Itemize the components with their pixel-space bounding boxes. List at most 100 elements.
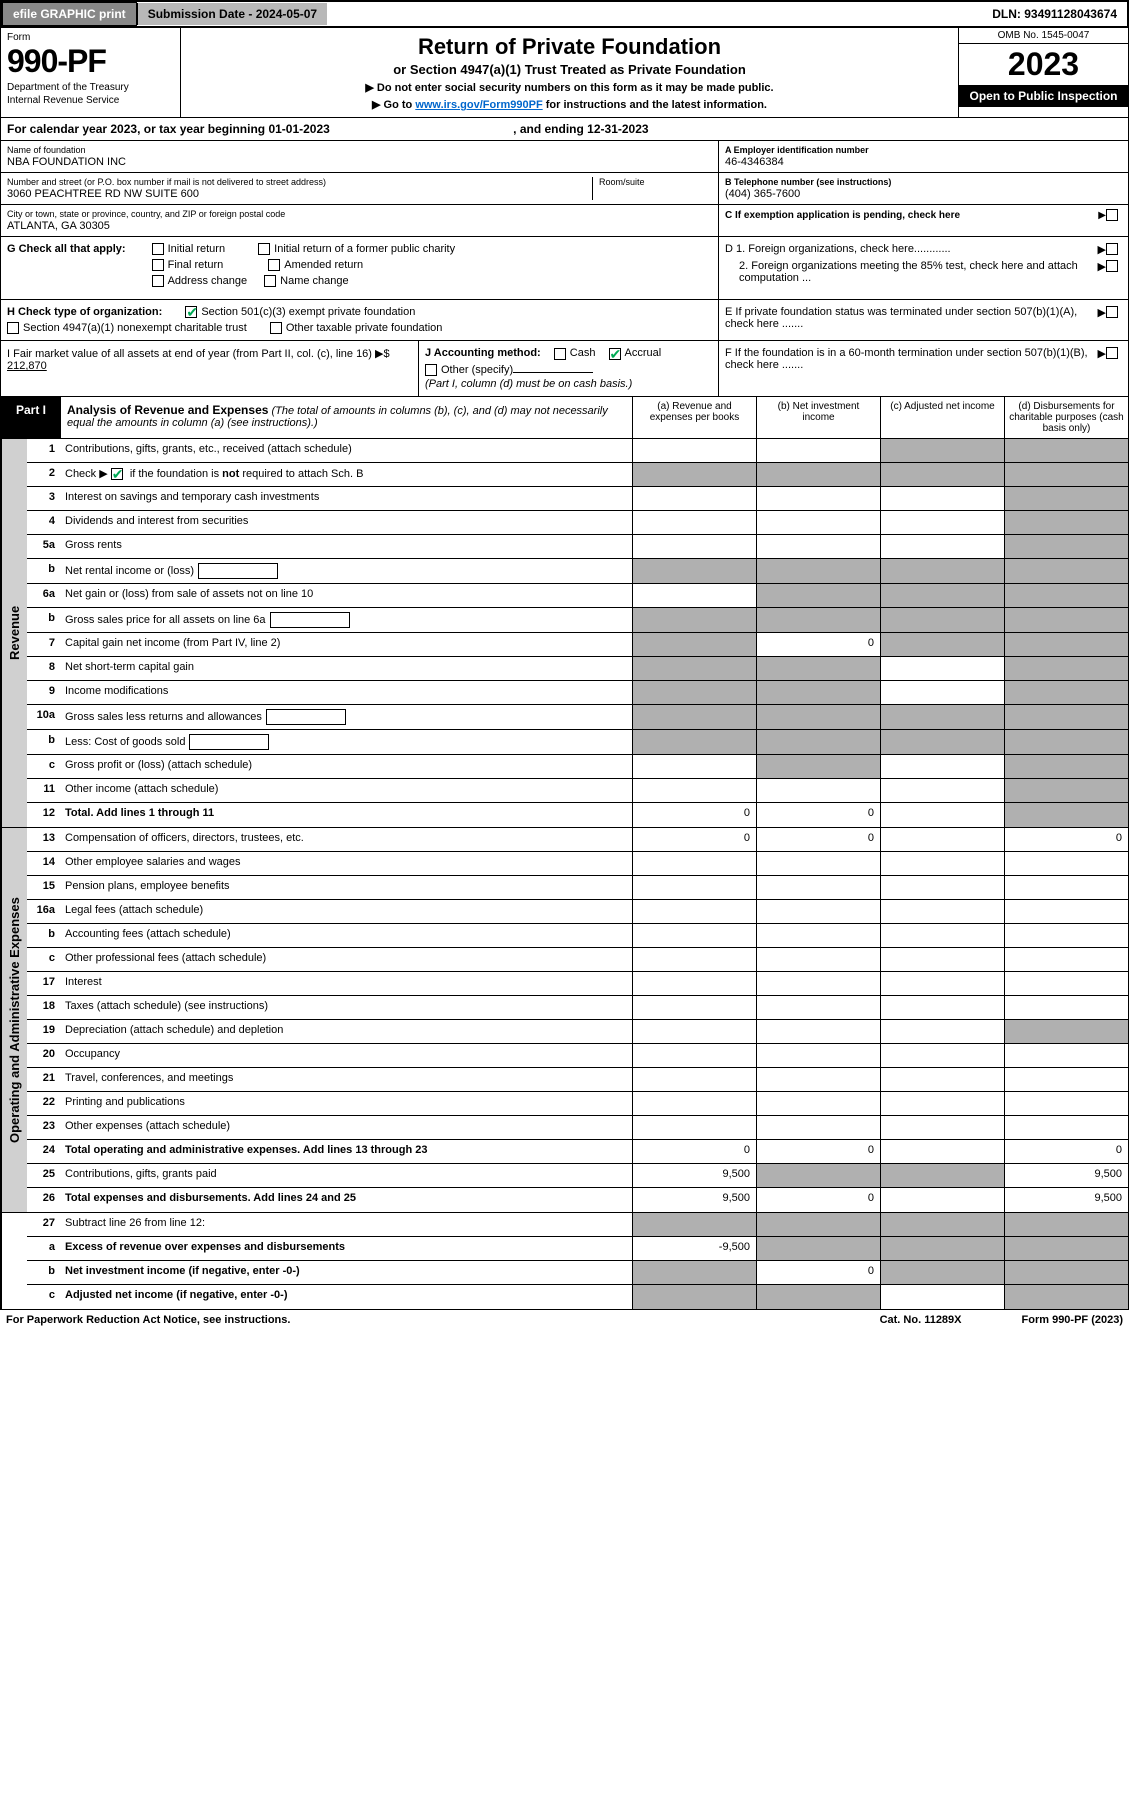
table-row: 5aGross rents: [27, 535, 1128, 559]
form-label: Form: [7, 32, 174, 43]
table-row: 7Capital gain net income (from Part IV, …: [27, 633, 1128, 657]
revenue-section: Revenue 1Contributions, gifts, grants, e…: [0, 439, 1129, 828]
efile-print-button[interactable]: efile GRAPHIC print: [2, 2, 137, 26]
expenses-side-label: Operating and Administrative Expenses: [1, 828, 27, 1212]
info-block: Name of foundation NBA FOUNDATION INC Nu…: [0, 141, 1129, 237]
table-row: 18Taxes (attach schedule) (see instructi…: [27, 996, 1128, 1020]
ssn-note: ▶ Do not enter social security numbers o…: [187, 81, 952, 94]
part1-header: Part I Analysis of Revenue and Expenses …: [0, 397, 1129, 439]
table-row: aExcess of revenue over expenses and dis…: [27, 1237, 1128, 1261]
table-row: 11Other income (attach schedule): [27, 779, 1128, 803]
initial-former-cb[interactable]: [258, 243, 270, 255]
table-row: 13Compensation of officers, directors, t…: [27, 828, 1128, 852]
address-label: Number and street (or P.O. box number if…: [7, 177, 592, 187]
revenue-side-label: Revenue: [1, 439, 27, 827]
accrual-cb[interactable]: [609, 348, 621, 360]
other-method-cb[interactable]: [425, 364, 437, 376]
f-cb[interactable]: [1106, 347, 1118, 359]
e-label: E If private foundation status was termi…: [725, 306, 1098, 334]
irs-link[interactable]: www.irs.gov/Form990PF: [415, 99, 542, 111]
table-row: bLess: Cost of goods sold: [27, 730, 1128, 755]
address-change-cb[interactable]: [152, 275, 164, 287]
table-row: bNet rental income or (loss): [27, 559, 1128, 584]
table-row: 24Total operating and administrative exp…: [27, 1140, 1128, 1164]
table-row: 23Other expenses (attach schedule): [27, 1116, 1128, 1140]
omb-number: OMB No. 1545-0047: [959, 28, 1128, 44]
phone: (404) 365-7600: [725, 188, 1122, 200]
amended-cb[interactable]: [268, 259, 280, 271]
submission-date: Submission Date - 2024-05-07: [137, 3, 327, 25]
exemption-pending-label: C If exemption application is pending, c…: [725, 210, 1098, 221]
table-row: 19Depreciation (attach schedule) and dep…: [27, 1020, 1128, 1044]
form-subtitle: or Section 4947(a)(1) Trust Treated as P…: [187, 62, 952, 77]
table-row: 21Travel, conferences, and meetings: [27, 1068, 1128, 1092]
table-row: cAdjusted net income (if negative, enter…: [27, 1285, 1128, 1309]
name-change-cb[interactable]: [264, 275, 276, 287]
form-title: Return of Private Foundation: [187, 34, 952, 60]
table-row: 12Total. Add lines 1 through 1100: [27, 803, 1128, 827]
initial-return-cb[interactable]: [152, 243, 164, 255]
final-return-cb[interactable]: [152, 259, 164, 271]
table-row: 20Occupancy: [27, 1044, 1128, 1068]
foundation-name-label: Name of foundation: [7, 145, 712, 155]
table-row: bGross sales price for all assets on lin…: [27, 608, 1128, 633]
table-row: 10aGross sales less returns and allowanc…: [27, 705, 1128, 730]
j-note: (Part I, column (d) must be on cash basi…: [425, 378, 712, 390]
501c3-cb[interactable]: [185, 306, 197, 318]
e-cb[interactable]: [1106, 306, 1118, 318]
j-label: J Accounting method:: [425, 347, 541, 359]
form-header: Form 990-PF Department of the Treasury I…: [0, 28, 1129, 118]
i-value: 212,870: [7, 360, 47, 372]
table-row: 9Income modifications: [27, 681, 1128, 705]
irs-label: Internal Revenue Service: [7, 95, 174, 106]
table-row: 1Contributions, gifts, grants, etc., rec…: [27, 439, 1128, 463]
4947-cb[interactable]: [7, 322, 19, 334]
table-row: 17Interest: [27, 972, 1128, 996]
open-to-public: Open to Public Inspection: [959, 85, 1128, 107]
table-row: 15Pension plans, employee benefits: [27, 876, 1128, 900]
city: ATLANTA, GA 30305: [7, 220, 712, 232]
foundation-name: NBA FOUNDATION INC: [7, 156, 712, 168]
table-row: 2Check ▶ if the foundation is not requir…: [27, 463, 1128, 487]
d1-cb[interactable]: [1106, 243, 1118, 255]
exemption-pending-checkbox[interactable]: [1106, 209, 1118, 221]
i-label: I Fair market value of all assets at end…: [7, 348, 390, 360]
table-row: 16aLegal fees (attach schedule): [27, 900, 1128, 924]
ein-label: A Employer identification number: [725, 145, 1122, 155]
d1-label: D 1. Foreign organizations, check here..…: [725, 243, 1098, 256]
table-row: bNet investment income (if negative, ent…: [27, 1261, 1128, 1285]
table-row: 3Interest on savings and temporary cash …: [27, 487, 1128, 511]
cat-no: Cat. No. 11289X: [880, 1314, 962, 1326]
part1-label: Part I: [1, 397, 61, 438]
g-d-block: G Check all that apply: Initial return I…: [0, 237, 1129, 300]
table-row: cGross profit or (loss) (attach schedule…: [27, 755, 1128, 779]
f-label: F If the foundation is in a 60-month ter…: [725, 347, 1098, 389]
city-label: City or town, state or province, country…: [7, 209, 712, 219]
h-label: H Check type of organization:: [7, 306, 162, 318]
col-d-header: (d) Disbursements for charitable purpose…: [1004, 397, 1128, 438]
table-row: 4Dividends and interest from securities: [27, 511, 1128, 535]
dept-treasury: Department of the Treasury: [7, 82, 174, 93]
net-section: 27Subtract line 26 from line 12:aExcess …: [0, 1213, 1129, 1310]
goto-note: ▶ Go to www.irs.gov/Form990PF for instru…: [187, 98, 952, 111]
tax-year: 2023: [959, 44, 1128, 85]
dln: DLN: 93491128043674: [982, 3, 1127, 25]
d2-cb[interactable]: [1106, 260, 1118, 272]
table-row: 27Subtract line 26 from line 12:: [27, 1213, 1128, 1237]
top-bar: efile GRAPHIC print Submission Date - 20…: [0, 0, 1129, 28]
i-j-f-block: I Fair market value of all assets at end…: [0, 341, 1129, 396]
footer: For Paperwork Reduction Act Notice, see …: [0, 1310, 1129, 1330]
expenses-section: Operating and Administrative Expenses 13…: [0, 828, 1129, 1213]
table-row: 8Net short-term capital gain: [27, 657, 1128, 681]
table-row: 25Contributions, gifts, grants paid9,500…: [27, 1164, 1128, 1188]
table-row: 22Printing and publications: [27, 1092, 1128, 1116]
form-number: 990-PF: [7, 43, 174, 80]
col-a-header: (a) Revenue and expenses per books: [632, 397, 756, 438]
other-taxable-cb[interactable]: [270, 322, 282, 334]
d2-label: 2. Foreign organizations meeting the 85%…: [725, 260, 1098, 284]
col-c-header: (c) Adjusted net income: [880, 397, 1004, 438]
h-e-block: H Check type of organization: Section 50…: [0, 300, 1129, 341]
cash-cb[interactable]: [554, 348, 566, 360]
g-label: G Check all that apply:: [7, 243, 126, 255]
calendar-year-row: For calendar year 2023, or tax year begi…: [0, 118, 1129, 141]
